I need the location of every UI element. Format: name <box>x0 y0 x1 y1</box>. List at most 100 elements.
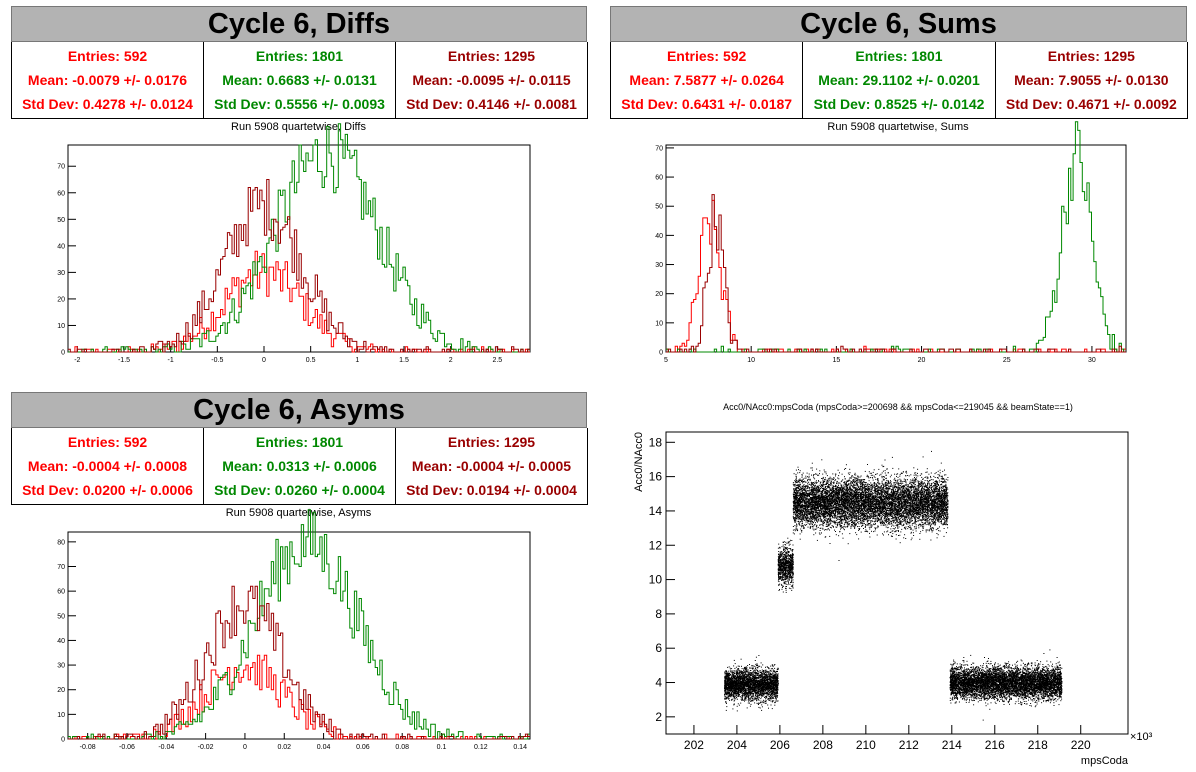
scatter-point <box>789 554 791 556</box>
scatter-point <box>762 702 764 704</box>
scatter-point <box>756 683 758 685</box>
scatter-point <box>759 691 761 693</box>
scatter-point <box>770 682 771 684</box>
scatter-point <box>764 686 766 688</box>
scatter-point <box>726 682 728 684</box>
scatter-point <box>789 563 791 565</box>
scatter-point <box>774 681 776 683</box>
scatter-point <box>819 530 821 531</box>
scatter-point <box>739 672 741 673</box>
scatter-point <box>780 570 782 572</box>
scatter-point <box>763 693 765 695</box>
scatter-point <box>789 568 791 569</box>
scatter-point <box>790 568 792 570</box>
scatter-point <box>785 560 786 562</box>
scatter-point <box>792 579 794 581</box>
scatter-point <box>788 587 790 589</box>
scatter-point <box>745 694 747 696</box>
scatter-point <box>748 695 750 697</box>
scatter-point <box>816 468 818 470</box>
scatter-point <box>779 567 781 569</box>
scatter-point <box>753 676 755 677</box>
scatter-point <box>785 562 787 564</box>
scatter-point <box>754 682 756 684</box>
scatter-point <box>764 686 766 688</box>
scatter-point <box>764 682 766 684</box>
scatter-point <box>732 698 734 700</box>
std-label: Std Dev: 0.4146 +/- 0.0081 <box>406 96 577 112</box>
sums-stats-box: Entries: 592 Mean: 7.5877 +/- 0.0264 Std… <box>610 42 1188 119</box>
scatter-point <box>740 670 742 672</box>
scatter-point <box>747 685 749 687</box>
scatter-point <box>754 678 756 680</box>
scatter-point <box>788 565 789 567</box>
scatter-point <box>792 570 794 572</box>
scatter-point <box>766 692 768 694</box>
scatter-point <box>735 689 737 690</box>
scatter-point <box>740 683 742 685</box>
scatter-point <box>727 690 729 692</box>
scatter-point <box>858 495 860 497</box>
scatter-point <box>801 481 803 482</box>
mean-label: Mean: 7.9055 +/- 0.0130 <box>1014 72 1169 88</box>
scatter-point <box>734 685 736 687</box>
scatter-point <box>788 567 790 569</box>
scatter-point <box>838 484 839 486</box>
scatter-point <box>772 687 774 689</box>
scatter-point <box>771 664 773 666</box>
scatter-point <box>763 688 765 690</box>
y-tick-label: 30 <box>655 262 663 269</box>
scatter-point <box>758 683 760 685</box>
scatter-point <box>786 555 788 557</box>
scatter-point <box>779 567 780 569</box>
scatter-point <box>753 686 755 688</box>
scatter-point <box>728 678 730 680</box>
scatter-point <box>758 681 760 683</box>
scatter-point <box>782 565 784 567</box>
scatter-point <box>784 572 786 573</box>
scatter-point <box>725 682 727 684</box>
scatter-point <box>779 572 781 574</box>
scatter-point <box>889 494 891 496</box>
scatter-point <box>735 690 737 692</box>
scatter-point <box>724 675 726 677</box>
scatter-point <box>775 698 777 699</box>
scatter-point <box>770 674 772 676</box>
scatter-point <box>779 574 781 576</box>
scatter-point <box>753 683 755 685</box>
scatter-point <box>750 696 752 698</box>
scatter-point <box>877 506 878 508</box>
scatter-point <box>755 674 757 676</box>
scatter-point <box>747 675 749 677</box>
histogram-series-red <box>666 199 1126 353</box>
scatter-point <box>778 575 780 577</box>
scatter-point <box>760 666 762 668</box>
scatter-point <box>779 577 781 579</box>
scatter-point <box>755 690 757 692</box>
scatter-point <box>937 501 939 503</box>
scatter-point <box>736 681 738 683</box>
diffs-stats-green: Entries: 1801 Mean: 0.6683 +/- 0.0131 St… <box>203 42 395 118</box>
scatter-point <box>773 686 775 688</box>
scatter-point <box>783 553 785 555</box>
scatter-point <box>829 520 831 522</box>
scatter-point <box>774 693 775 695</box>
scatter-point <box>774 686 776 688</box>
scatter-point <box>778 578 779 580</box>
scatter-point <box>725 681 727 682</box>
scatter-point <box>829 521 831 523</box>
scatter-point <box>726 696 728 698</box>
scatter-point <box>732 708 734 710</box>
scatter-point <box>792 554 794 555</box>
scatter-point <box>771 701 773 703</box>
scatter-point <box>792 574 794 576</box>
scatter-point <box>776 689 778 690</box>
scatter-point <box>749 699 751 701</box>
scatter-point <box>761 693 763 694</box>
scatter-point <box>768 682 770 684</box>
scatter-point <box>917 472 918 474</box>
scatter-point <box>779 573 781 575</box>
std-label: Std Dev: 0.5556 +/- 0.0093 <box>214 96 385 112</box>
scatter-point <box>782 569 784 571</box>
scatter-point <box>779 547 781 549</box>
